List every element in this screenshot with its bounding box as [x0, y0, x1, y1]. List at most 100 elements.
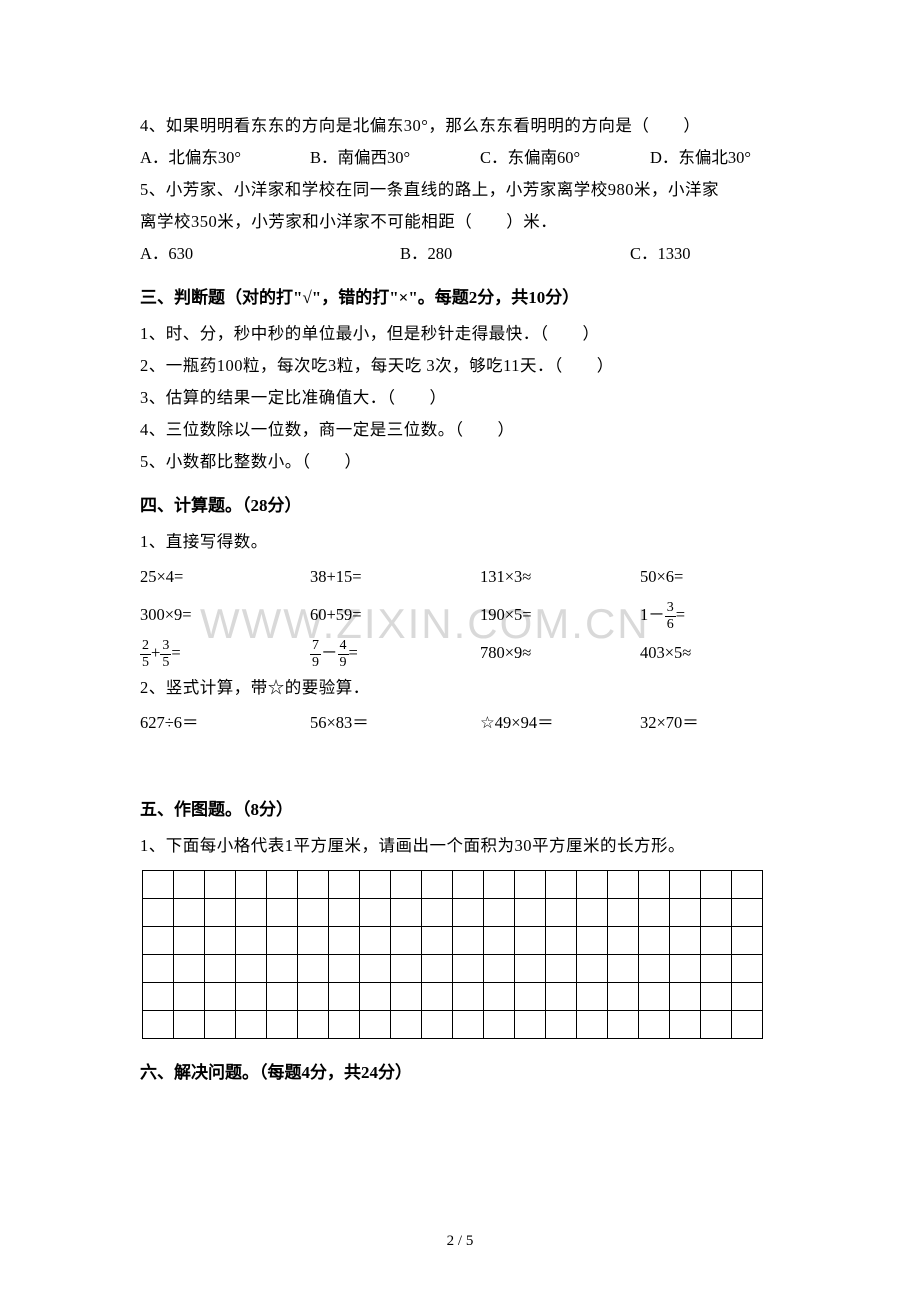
- grid-cell: [701, 927, 732, 955]
- grid-cell: [577, 983, 608, 1011]
- grid-cell: [453, 1011, 484, 1039]
- calc-r3c3: 780×9≈: [480, 634, 640, 672]
- grid-cell: [577, 871, 608, 899]
- calc-r4c4: 32×70＝: [640, 704, 780, 742]
- grid-cell: [267, 871, 298, 899]
- r2c4-num: 3: [665, 601, 676, 617]
- r3c1-a-num: 2: [140, 639, 151, 655]
- calc-r4c1: 627÷6＝: [140, 704, 310, 742]
- grid-cell: [298, 955, 329, 983]
- grid-cell: [484, 871, 515, 899]
- grid-cell: [267, 1011, 298, 1039]
- q5-choice-c: C．1330: [630, 238, 691, 270]
- calc-r4c3: ☆49×94＝: [480, 704, 640, 742]
- r3c2-a-den: 9: [310, 655, 321, 670]
- grid-cell: [670, 983, 701, 1011]
- grid-cell: [236, 871, 267, 899]
- grid-cell: [670, 899, 701, 927]
- calc-row-1: 25×4= 38+15= 131×3≈ 50×6=: [140, 558, 780, 596]
- grid-cell: [608, 955, 639, 983]
- q4-text: 4、如果明明看东东的方向是北偏东30°，那么东东看明明的方向是（ ）: [140, 110, 780, 142]
- grid-cell: [608, 871, 639, 899]
- grid-cell: [453, 899, 484, 927]
- grid-cell: [298, 899, 329, 927]
- grid-cell: [205, 983, 236, 1011]
- grid-cell: [546, 983, 577, 1011]
- grid-cell: [391, 1011, 422, 1039]
- grid-cell: [236, 899, 267, 927]
- grid-cell: [515, 983, 546, 1011]
- grid-cell: [701, 955, 732, 983]
- grid-cell: [174, 871, 205, 899]
- grid-cell: [639, 1011, 670, 1039]
- grid-cell: [329, 899, 360, 927]
- judge-2: 2、一瓶药100粒，每次吃3粒，每天吃 3次，够吃11天．（ ）: [140, 350, 780, 382]
- grid-cell: [143, 899, 174, 927]
- grid-cell: [701, 899, 732, 927]
- calc-r3c4: 403×5≈: [640, 634, 780, 672]
- q5-choice-a: A．630: [140, 238, 400, 270]
- grid-cell: [391, 899, 422, 927]
- r3c1-a-den: 5: [140, 655, 151, 670]
- grid-cell: [360, 1011, 391, 1039]
- grid-cell: [143, 955, 174, 983]
- grid-cell: [236, 927, 267, 955]
- grid-cell: [546, 955, 577, 983]
- calc-r3c1: 25+35=: [140, 634, 310, 672]
- r3c2-frac-b: 49: [338, 639, 349, 670]
- grid-cell: [174, 955, 205, 983]
- grid-cell: [236, 1011, 267, 1039]
- calc-row-3: 25+35= 79－49= 780×9≈ 403×5≈: [140, 634, 780, 672]
- grid-cell: [546, 871, 577, 899]
- grid-cell: [639, 871, 670, 899]
- grid-cell: [236, 983, 267, 1011]
- grid-cell: [143, 1011, 174, 1039]
- grid-cell: [360, 955, 391, 983]
- grid-cell: [422, 927, 453, 955]
- grid-cell: [391, 955, 422, 983]
- grid-cell: [360, 899, 391, 927]
- grid-cell: [267, 983, 298, 1011]
- grid-cell: [670, 927, 701, 955]
- grid-cell: [329, 927, 360, 955]
- calc-r2c1: 300×9=: [140, 596, 310, 634]
- grid-cell: [453, 871, 484, 899]
- grid-cell: [391, 983, 422, 1011]
- judge-3: 3、估算的结果一定比准确值大．（ ）: [140, 382, 780, 414]
- grid-cell: [298, 871, 329, 899]
- draw-p1: 1、下面每小格代表1平方厘米，请画出一个面积为30平方厘米的长方形。: [140, 830, 780, 862]
- r3c1-eq: =: [171, 643, 180, 662]
- grid-cell: [298, 983, 329, 1011]
- grid-cell: [360, 871, 391, 899]
- q5-choice-b: B．280: [400, 238, 630, 270]
- drawing-grid: [142, 870, 780, 1039]
- calc-r2c3: 190×5=: [480, 596, 640, 634]
- judge-5: 5、小数都比整数小。（ ）: [140, 446, 780, 478]
- section-4-title: 四、计算题。（28分）: [140, 486, 780, 526]
- grid-cell: [391, 871, 422, 899]
- grid-table: [142, 870, 763, 1039]
- grid-cell: [577, 899, 608, 927]
- grid-cell: [546, 927, 577, 955]
- grid-cell: [267, 927, 298, 955]
- calc-row-2: 300×9= 60+59= 190×5= 1－36=: [140, 596, 780, 634]
- judge-4: 4、三位数除以一位数，商一定是三位数。（ ）: [140, 414, 780, 446]
- grid-cell: [329, 955, 360, 983]
- grid-cell: [422, 871, 453, 899]
- grid-cell: [205, 899, 236, 927]
- calc-p1: 1、直接写得数。: [140, 526, 780, 558]
- grid-cell: [732, 983, 763, 1011]
- grid-cell: [205, 871, 236, 899]
- grid-cell: [701, 1011, 732, 1039]
- grid-cell: [329, 1011, 360, 1039]
- grid-cell: [701, 983, 732, 1011]
- grid-cell: [515, 955, 546, 983]
- grid-cell: [732, 899, 763, 927]
- grid-cell: [639, 955, 670, 983]
- q4-choice-d: D．东偏北30°: [650, 142, 751, 174]
- grid-cell: [670, 871, 701, 899]
- grid-cell: [267, 955, 298, 983]
- grid-cell: [484, 899, 515, 927]
- grid-cell: [267, 899, 298, 927]
- grid-cell: [422, 1011, 453, 1039]
